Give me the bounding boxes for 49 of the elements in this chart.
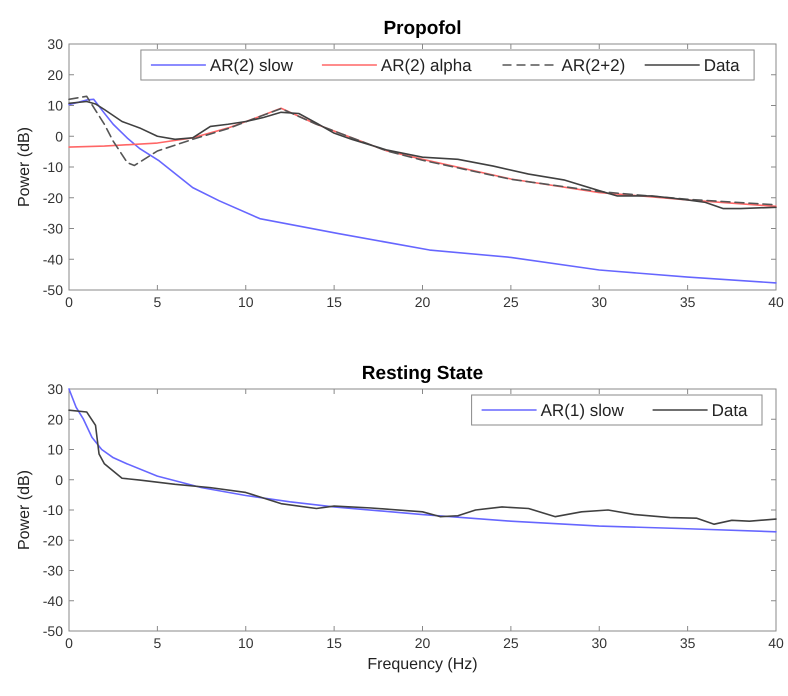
y-tick-label: -30 bbox=[42, 220, 64, 236]
x-tick-label: 25 bbox=[503, 294, 519, 310]
legend-label: AR(1) slow bbox=[540, 401, 624, 420]
line-series bbox=[68, 388, 777, 533]
y-tick-label: 30 bbox=[47, 36, 64, 52]
x-tick-label: 20 bbox=[414, 635, 430, 651]
legend-label: Data bbox=[712, 401, 748, 420]
y-tick-label: -10 bbox=[42, 502, 64, 518]
y-axis-title: Power (dB) bbox=[16, 126, 33, 208]
x-tick-label: 10 bbox=[238, 294, 254, 310]
y-tick-label: -30 bbox=[42, 562, 64, 578]
legend-label: Data bbox=[704, 56, 740, 75]
x-axis-title: Frequency (Hz) bbox=[367, 656, 478, 673]
y-tick-label: -50 bbox=[42, 282, 64, 298]
y-tick-label: 20 bbox=[47, 66, 64, 83]
chart-title: Propofol bbox=[383, 18, 462, 39]
x-tick-label: 35 bbox=[680, 635, 696, 651]
x-tick-label: 0 bbox=[65, 635, 74, 651]
x-tick-label: 40 bbox=[768, 294, 784, 310]
x-tick-label: 10 bbox=[238, 635, 254, 651]
x-tick-label: 15 bbox=[326, 294, 342, 310]
chart-title: Resting State bbox=[362, 363, 484, 384]
legend-label: AR(2) alpha bbox=[380, 56, 472, 75]
legend-label: AR(2+2) bbox=[562, 56, 626, 75]
x-tick-label: 5 bbox=[153, 294, 162, 310]
x-tick-label: 0 bbox=[65, 294, 74, 310]
y-tick-label: -40 bbox=[42, 592, 64, 609]
y-tick-label: -10 bbox=[42, 159, 64, 175]
y-tick-label: 10 bbox=[47, 442, 64, 458]
y-tick-label: -20 bbox=[42, 190, 64, 206]
x-tick-label: 35 bbox=[680, 294, 696, 310]
x-tick-label: 40 bbox=[768, 635, 784, 651]
y-tick-label: -40 bbox=[42, 251, 64, 268]
y-tick-label: 0 bbox=[55, 128, 64, 144]
x-tick-label: 25 bbox=[503, 635, 519, 651]
x-tick-label: 5 bbox=[153, 635, 162, 651]
x-tick-label: 20 bbox=[414, 294, 430, 310]
legend-label: AR(2) slow bbox=[210, 56, 294, 75]
line-series bbox=[68, 98, 777, 284]
x-tick-label: 30 bbox=[591, 294, 608, 310]
y-tick-label: 30 bbox=[47, 381, 64, 397]
y-tick-label: 0 bbox=[55, 472, 64, 488]
y-tick-label: 20 bbox=[47, 411, 64, 428]
y-axis-title: Power (dB) bbox=[16, 470, 33, 550]
x-tick-label: 30 bbox=[591, 635, 608, 651]
y-tick-label: -50 bbox=[42, 623, 64, 639]
y-tick-label: 10 bbox=[47, 98, 64, 114]
y-tick-label: -20 bbox=[42, 532, 64, 548]
x-tick-label: 15 bbox=[326, 635, 342, 651]
